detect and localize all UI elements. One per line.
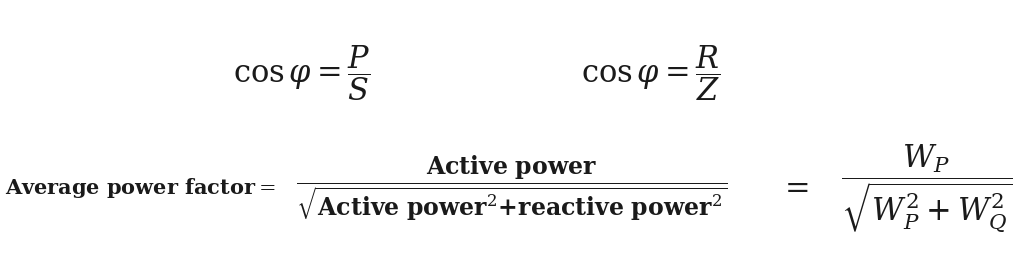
Text: $\cos\varphi = \dfrac{R}{Z}$: $\cos\varphi = \dfrac{R}{Z}$ bbox=[581, 43, 720, 103]
Text: $=$: $=$ bbox=[778, 173, 809, 203]
Text: Average power factor$=$: Average power factor$=$ bbox=[5, 176, 275, 200]
Text: $\cos\varphi = \dfrac{P}{S}$: $\cos\varphi = \dfrac{P}{S}$ bbox=[233, 43, 371, 103]
Text: $\dfrac{\mathbf{Active\ power}}{\sqrt{\mathbf{Active\ power}^{2}\mathbf{+reactiv: $\dfrac{\mathbf{Active\ power}}{\sqrt{\m… bbox=[296, 153, 728, 223]
Text: $\dfrac{W_{P}}{\sqrt{W_{P}^{2}+W_{Q}^{2}}}$: $\dfrac{W_{P}}{\sqrt{W_{P}^{2}+W_{Q}^{2}… bbox=[841, 142, 1013, 234]
